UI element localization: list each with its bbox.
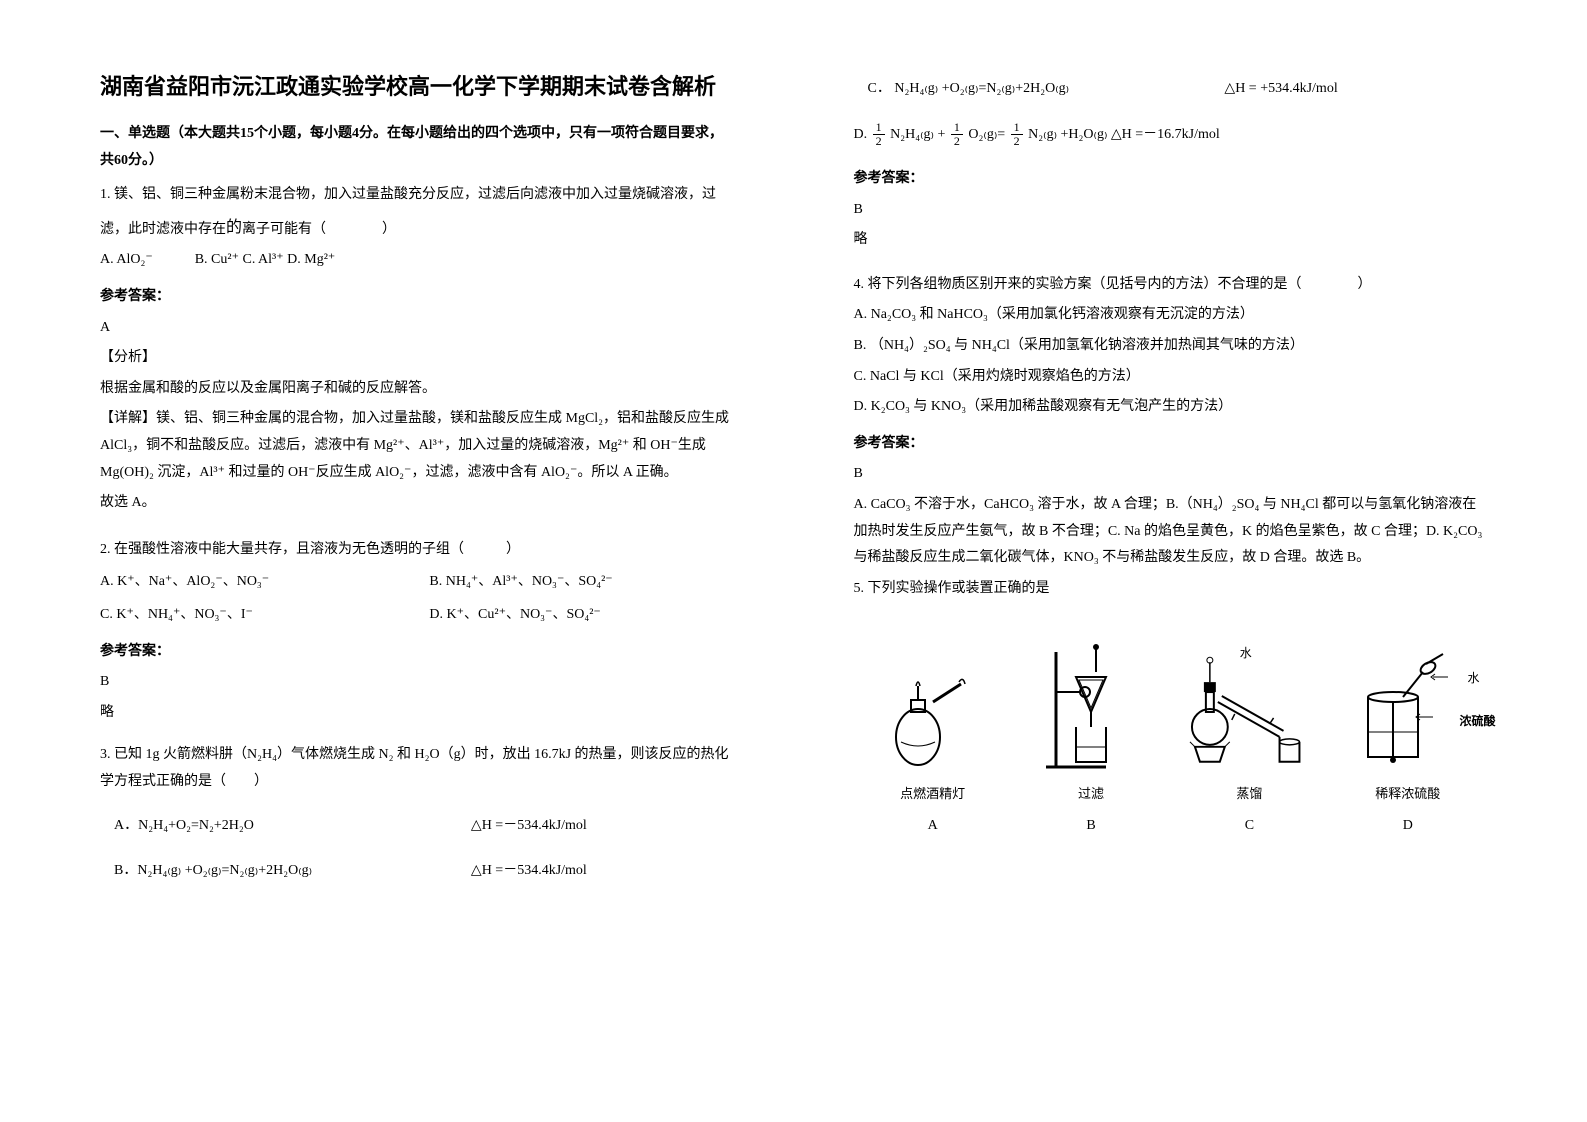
q3-D-m1: N₂H₄₍g₎ + (890, 127, 945, 142)
q4-answer-head: 参考答案： (854, 431, 1488, 458)
dilute-acid-icon (1348, 642, 1468, 772)
q4-B: B. （NH₄）₂SO₄ 与 NH₄Cl（采用加氢氧化钠溶液并加热闻其气味的方法… (854, 333, 1488, 360)
q4-answer: B (854, 461, 1488, 488)
q1-analysis-2: 【详解】镁、铝、铜三种金属的混合物，加入过量盐酸，镁和盐酸反应生成 MgCl₂，… (100, 406, 734, 486)
q3-skip: 略 (854, 227, 1488, 254)
q3-D-frac1: 12 (873, 121, 885, 148)
q4-A: A. Na₂CO₃ 和 NaHCO₃（采用加氯化钙溶液观察有无沉淀的方法） (854, 302, 1488, 329)
q2-optA: A. K⁺、Na⁺、AlO₂⁻、NO₃⁻ (100, 569, 404, 596)
q2-answer: B (100, 669, 734, 696)
q5-labA: A (863, 813, 1002, 840)
q1-analysis-head: 【分析】 (100, 345, 734, 372)
q3-D-m3: N₂₍g₎ +H₂O₍g₎ (1028, 127, 1107, 142)
q1-options: A. AlO₂⁻ B. Cu²⁺ C. Al³⁺ D. Mg²⁺ (100, 247, 734, 274)
q3-D-frac3: 12 (1011, 121, 1023, 148)
q2-optB: B. NH₄⁺、Al³⁺、NO₃⁻、SO₄²⁻ (429, 569, 733, 596)
q1-stem-2b: 的 (226, 219, 242, 236)
q3-A-dh: △H =－534.4kJ/mol (471, 813, 587, 840)
right-column: C． N₂H₄₍g₎ +O₂₍g₎=N₂₍g₎+2H₂O₍g₎ △H = +53… (794, 0, 1587, 1122)
filter-icon (1041, 642, 1141, 772)
q5-capC: 蒸馏 (1180, 782, 1319, 807)
q5-img-D: 水 浓硫酸 (1338, 642, 1477, 772)
q1-stem-line1: 1. 镁、铝、铜三种金属粉末混合物，加入过量盐酸充分反应，过滤后向滤液中加入过量… (100, 182, 734, 209)
q3-C-dh: △H = +534.4kJ/mol (1224, 76, 1337, 103)
q1-stem-2c: 离子可能有（ ） (242, 222, 396, 237)
q5-images-row: 水 水 浓硫酸 (854, 622, 1488, 772)
q2-answer-head: 参考答案： (100, 639, 734, 666)
q5-img-B (1021, 642, 1160, 772)
q1-stem-line2: 滤，此时滤液中存在的离子可能有（ ） (100, 213, 734, 244)
q5-letters: A B C D (854, 813, 1488, 840)
q3-B-eq: B．N₂H₄₍g₎ +O₂₍g₎=N₂₍g₎+2H₂O₍g₎ (100, 858, 467, 885)
q5-D-water-label: 水 (1467, 667, 1479, 690)
q2-stem: 2. 在强酸性溶液中能大量共存，且溶液为无色透明的子组（ ） (100, 537, 734, 564)
q2-optC: C. K⁺、NH₄⁺、NO₃⁻、I⁻ (100, 602, 404, 629)
q5-labD: D (1338, 813, 1477, 840)
q2-opts-row1: A. K⁺、Na⁺、AlO₂⁻、NO₃⁻ B. NH₄⁺、Al³⁺、NO₃⁻、S… (100, 569, 734, 596)
q3-B-dh: △H =－534.4kJ/mol (471, 858, 587, 885)
q5-captions: 点燃酒精灯 过滤 蒸馏 稀释浓硫酸 (854, 782, 1488, 807)
q3-D-pre: D. (854, 127, 868, 142)
q1-stem-2a: 滤，此时滤液中存在 (100, 222, 226, 237)
q5-img-A (863, 642, 1002, 772)
paper-title: 湖南省益阳市沅江政通实验学校高一化学下学期期末试卷含解析 (100, 70, 734, 103)
section-1-head: 一、单选题（本大题共15个小题，每小题4分。在每小题给出的四个选项中，只有一项符… (100, 121, 734, 174)
exam-page: 湖南省益阳市沅江政通实验学校高一化学下学期期末试卷含解析 一、单选题（本大题共1… (0, 0, 1587, 1122)
q3-D-dh: △H =－16.7kJ/mol (1111, 127, 1220, 142)
q5-C-water-label: 水 (1240, 642, 1252, 665)
q3-D-m2: O₂₍g₎= (968, 127, 1005, 142)
q1-answer-head: 参考答案： (100, 284, 734, 311)
q5-labB: B (1021, 813, 1160, 840)
q5-capD: 稀释浓硫酸 (1338, 782, 1477, 807)
q5-capB: 过滤 (1021, 782, 1160, 807)
q2-opts-row2: C. K⁺、NH₄⁺、NO₃⁻、I⁻ D. K⁺、Cu²⁺、NO₃⁻、SO₄²⁻ (100, 602, 734, 629)
q4-stem: 4. 将下列各组物质区别开来的实验方案（见括号内的方法）不合理的是（ ） (854, 272, 1488, 299)
q3-optD: D. 12 N₂H₄₍g₎ + 12 O₂₍g₎= 12 N₂₍g₎ +H₂O₍… (854, 121, 1488, 149)
q5-img-C: 水 (1180, 642, 1319, 772)
q3-D-frac2: 12 (951, 121, 963, 148)
q5-D-acid-label: 浓硫酸 (1459, 710, 1495, 733)
q5-stem: 5. 下列实验操作或装置正确的是 (854, 576, 1488, 603)
q5-labC: C (1180, 813, 1319, 840)
q3-stem: 3. 已知 1g 火箭燃料肼（N₂H₄）气体燃烧生成 N₂ 和 H₂O（g）时，… (100, 742, 734, 795)
alcohol-lamp-icon (883, 642, 983, 772)
q2-skip: 略 (100, 700, 734, 727)
q3-answer-head: 参考答案： (854, 166, 1488, 193)
q3-C-eq: C． N₂H₄₍g₎ +O₂₍g₎=N₂₍g₎+2H₂O₍g₎ (854, 76, 1221, 103)
q1-analysis-3: 故选 A。 (100, 490, 734, 517)
q4-D: D. K₂CO₃ 与 KNO₃（采用加稀盐酸观察有无气泡产生的方法） (854, 394, 1488, 421)
q1-answer: A (100, 315, 734, 342)
q4-explanation: A. CaCO₃ 不溶于水，CaHCO₃ 溶于水，故 A 合理；B.（NH₄）₂… (854, 492, 1488, 572)
left-column: 湖南省益阳市沅江政通实验学校高一化学下学期期末试卷含解析 一、单选题（本大题共1… (0, 0, 794, 1122)
q3-optA: A．N₂H₄+O₂=N₂+2H₂O △H =－534.4kJ/mol (100, 813, 734, 840)
q5-capA: 点燃酒精灯 (863, 782, 1002, 807)
q3-optB: B．N₂H₄₍g₎ +O₂₍g₎=N₂₍g₎+2H₂O₍g₎ △H =－534.… (100, 858, 734, 885)
q3-answer: B (854, 197, 1488, 224)
q3-optC: C． N₂H₄₍g₎ +O₂₍g₎=N₂₍g₎+2H₂O₍g₎ △H = +53… (854, 76, 1488, 103)
q4-C: C. NaCl 与 KCl（采用灼烧时观察焰色的方法） (854, 364, 1488, 391)
q3-A-eq: A．N₂H₄+O₂=N₂+2H₂O (100, 813, 467, 840)
q2-optD: D. K⁺、Cu²⁺、NO₃⁻、SO₄²⁻ (429, 602, 733, 629)
q1-analysis-1: 根据金属和酸的反应以及金属阳离子和碱的反应解答。 (100, 376, 734, 403)
